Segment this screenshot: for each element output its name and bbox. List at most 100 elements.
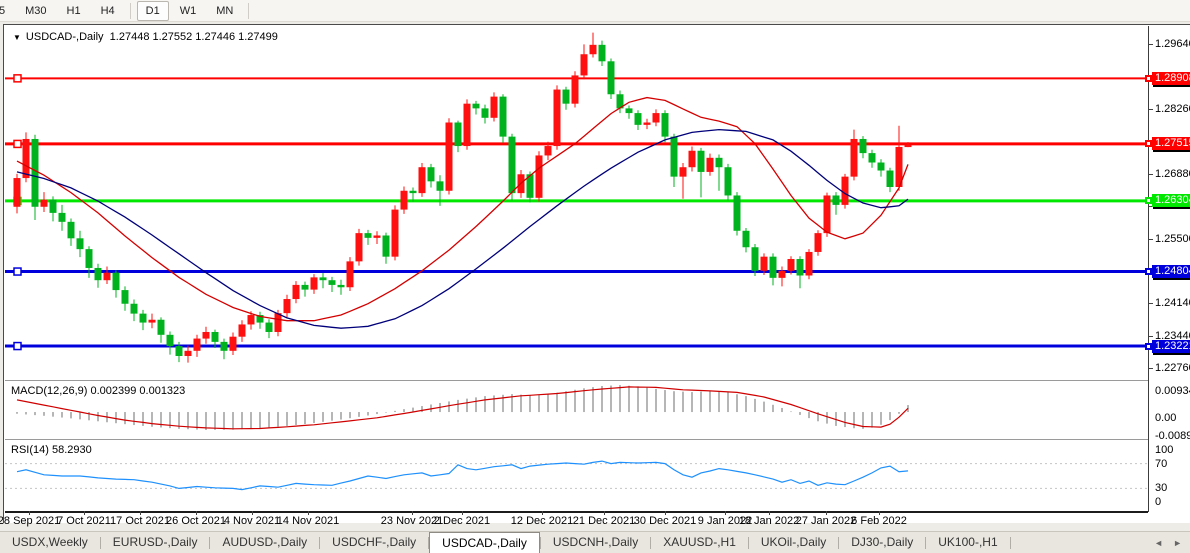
candle-body (742, 230, 750, 248)
candle-body (301, 284, 309, 290)
level-handle-right[interactable] (1145, 343, 1152, 350)
level-handle-right[interactable] (1145, 140, 1152, 147)
toolbar-separator (248, 2, 250, 19)
level-handle-left[interactable] (13, 139, 22, 149)
price-tick-mark (1149, 239, 1153, 240)
chart-window: ▼ USDCAD-,Daily 1.27448 1.27552 1.27446 1… (0, 24, 1190, 527)
candle-body (850, 138, 858, 177)
candle-body (418, 167, 426, 194)
rsi-label: RSI(14) 58.2930 (11, 444, 92, 456)
price-tick-mark (1149, 206, 1153, 207)
candle-body (31, 138, 39, 207)
candle-body (175, 346, 183, 356)
date-axis[interactable]: 28 Sep 2021 7 Oct 2021 17 Oct 2021 26 Oct 2… (0, 511, 1148, 527)
macd-tick-label: 0.00 (1155, 412, 1177, 424)
candle-body (472, 103, 480, 109)
date-tick-mark (140, 511, 141, 515)
level-handle-left[interactable] (13, 267, 22, 276)
chart-tab-xauusd-h1[interactable]: XAUUSD-,H1 (663, 535, 736, 549)
candle-body (562, 89, 570, 104)
chart-tab-eurusd-daily[interactable]: EURUSD-,Daily (112, 535, 198, 549)
level-handle-right[interactable] (1145, 197, 1152, 204)
candle-body (823, 195, 831, 234)
date-tick-label: 18 Jan 2022 (738, 515, 800, 527)
chart-tab-usdx-weekly[interactable]: USDX,Weekly (12, 535, 88, 549)
chart-ohlc-quotes: 1.27448 1.27552 1.27446 1.27499 (109, 31, 278, 43)
chart-tab-usdchf-daily[interactable]: USDCHF-,Daily (332, 535, 417, 549)
tab-scroll-arrows: ◄ ► (1154, 532, 1190, 553)
date-tick-mark (879, 511, 880, 515)
chart-bottom-border (5, 511, 1148, 513)
candle-body (229, 336, 237, 351)
candle-body (796, 259, 804, 276)
chart-tab-usdcnh-daily[interactable]: USDCNH-,Daily (552, 535, 639, 549)
date-tick-mark (604, 511, 605, 515)
tab-separator (539, 536, 541, 549)
rsi-indicator-canvas[interactable] (5, 441, 1148, 510)
candle-body (832, 195, 840, 205)
price-tick-label: 1.22760 (1155, 362, 1190, 374)
date-tick-mark (252, 511, 253, 515)
tab-scroll-left-icon[interactable]: ◄ (1154, 537, 1164, 548)
chart-tab-dj30-daily[interactable]: DJ30-,Daily (851, 535, 914, 549)
timeframe-button-d1[interactable]: D1 (136, 0, 169, 21)
price-tick-label: 1.25500 (1155, 233, 1190, 245)
candle-body (202, 331, 210, 339)
timeframe-button-m30[interactable]: M30 (25, 4, 47, 17)
price-tick-mark (1149, 44, 1153, 45)
candle-body (247, 315, 255, 325)
date-tick-mark (29, 511, 30, 515)
tab-scroll-right-icon[interactable]: ► (1173, 537, 1182, 548)
macd-indicator-canvas[interactable] (5, 382, 1148, 439)
candle-body (805, 251, 813, 276)
chart-tab-usdcad-daily[interactable]: USDCAD-,Daily (429, 532, 540, 553)
price-tick-mark (1149, 336, 1153, 337)
date-tick-mark (308, 511, 309, 515)
toolbar-separator (129, 2, 131, 19)
date-tick-label: 9 Jan 2022 (697, 515, 753, 527)
candle-body (598, 44, 606, 62)
chart-tab-ukoil-daily[interactable]: UKOil-,Daily (760, 535, 827, 549)
candle-body (283, 299, 291, 314)
date-tick-label: 30 Dec 2021 (633, 515, 697, 527)
pane-separator[interactable] (5, 439, 1148, 440)
candle-body (895, 146, 903, 187)
rsi-tick-label: 30 (1155, 482, 1168, 494)
timeframe-button-w1[interactable]: W1 (179, 4, 197, 17)
date-tick-mark (84, 511, 85, 515)
level-price-badge: 1.28908 (1152, 72, 1190, 85)
rsi-tick-label: 100 (1155, 444, 1174, 456)
price-chart-canvas[interactable] (5, 26, 1148, 380)
ma-fast-line (16, 96, 909, 322)
chart-tab-uk100-h1[interactable]: UK100-,H1 (938, 535, 998, 549)
level-handle-right[interactable] (1145, 268, 1152, 275)
level-handle-left[interactable] (13, 74, 22, 83)
level-price-badge: 1.27515 (1152, 137, 1190, 150)
candle-body (724, 167, 732, 196)
price-tick-label: 1.24140 (1155, 297, 1190, 309)
pane-separator[interactable] (5, 380, 1148, 381)
date-tick-mark (412, 511, 413, 515)
timeframe-button-mn[interactable]: MN (216, 4, 234, 17)
candle-body (364, 233, 372, 238)
date-tick-label: 28 Sep 2021 (0, 515, 61, 527)
candle-body (877, 162, 885, 171)
timeframe-button-h1[interactable]: H1 (66, 4, 81, 17)
candle-body (409, 190, 417, 194)
level-handle-left[interactable] (13, 341, 22, 351)
timeframe-button-5[interactable]: 5 (0, 1, 14, 21)
chart-tab-audusd-daily[interactable]: AUDUSD-,Daily (222, 535, 308, 549)
candle-body (22, 138, 30, 179)
candle-body (481, 108, 489, 118)
timeframe-button-h4[interactable]: H4 (100, 4, 115, 17)
candle-body (85, 249, 93, 268)
candle-body (373, 235, 381, 238)
chart-title: ▼ USDCAD-,Daily 1.27448 1.27552 1.27446 1… (13, 31, 278, 43)
chart-symbol-period: USDCAD-,Daily (25, 31, 104, 43)
price-axis[interactable]: 1.296401.282601.268801.262001.255001.241… (1145, 26, 1190, 512)
chart-dropdown-icon[interactable]: ▼ (13, 33, 21, 42)
candle-body (211, 331, 219, 342)
level-handle-right[interactable] (1145, 75, 1152, 82)
candle-body (382, 235, 390, 257)
